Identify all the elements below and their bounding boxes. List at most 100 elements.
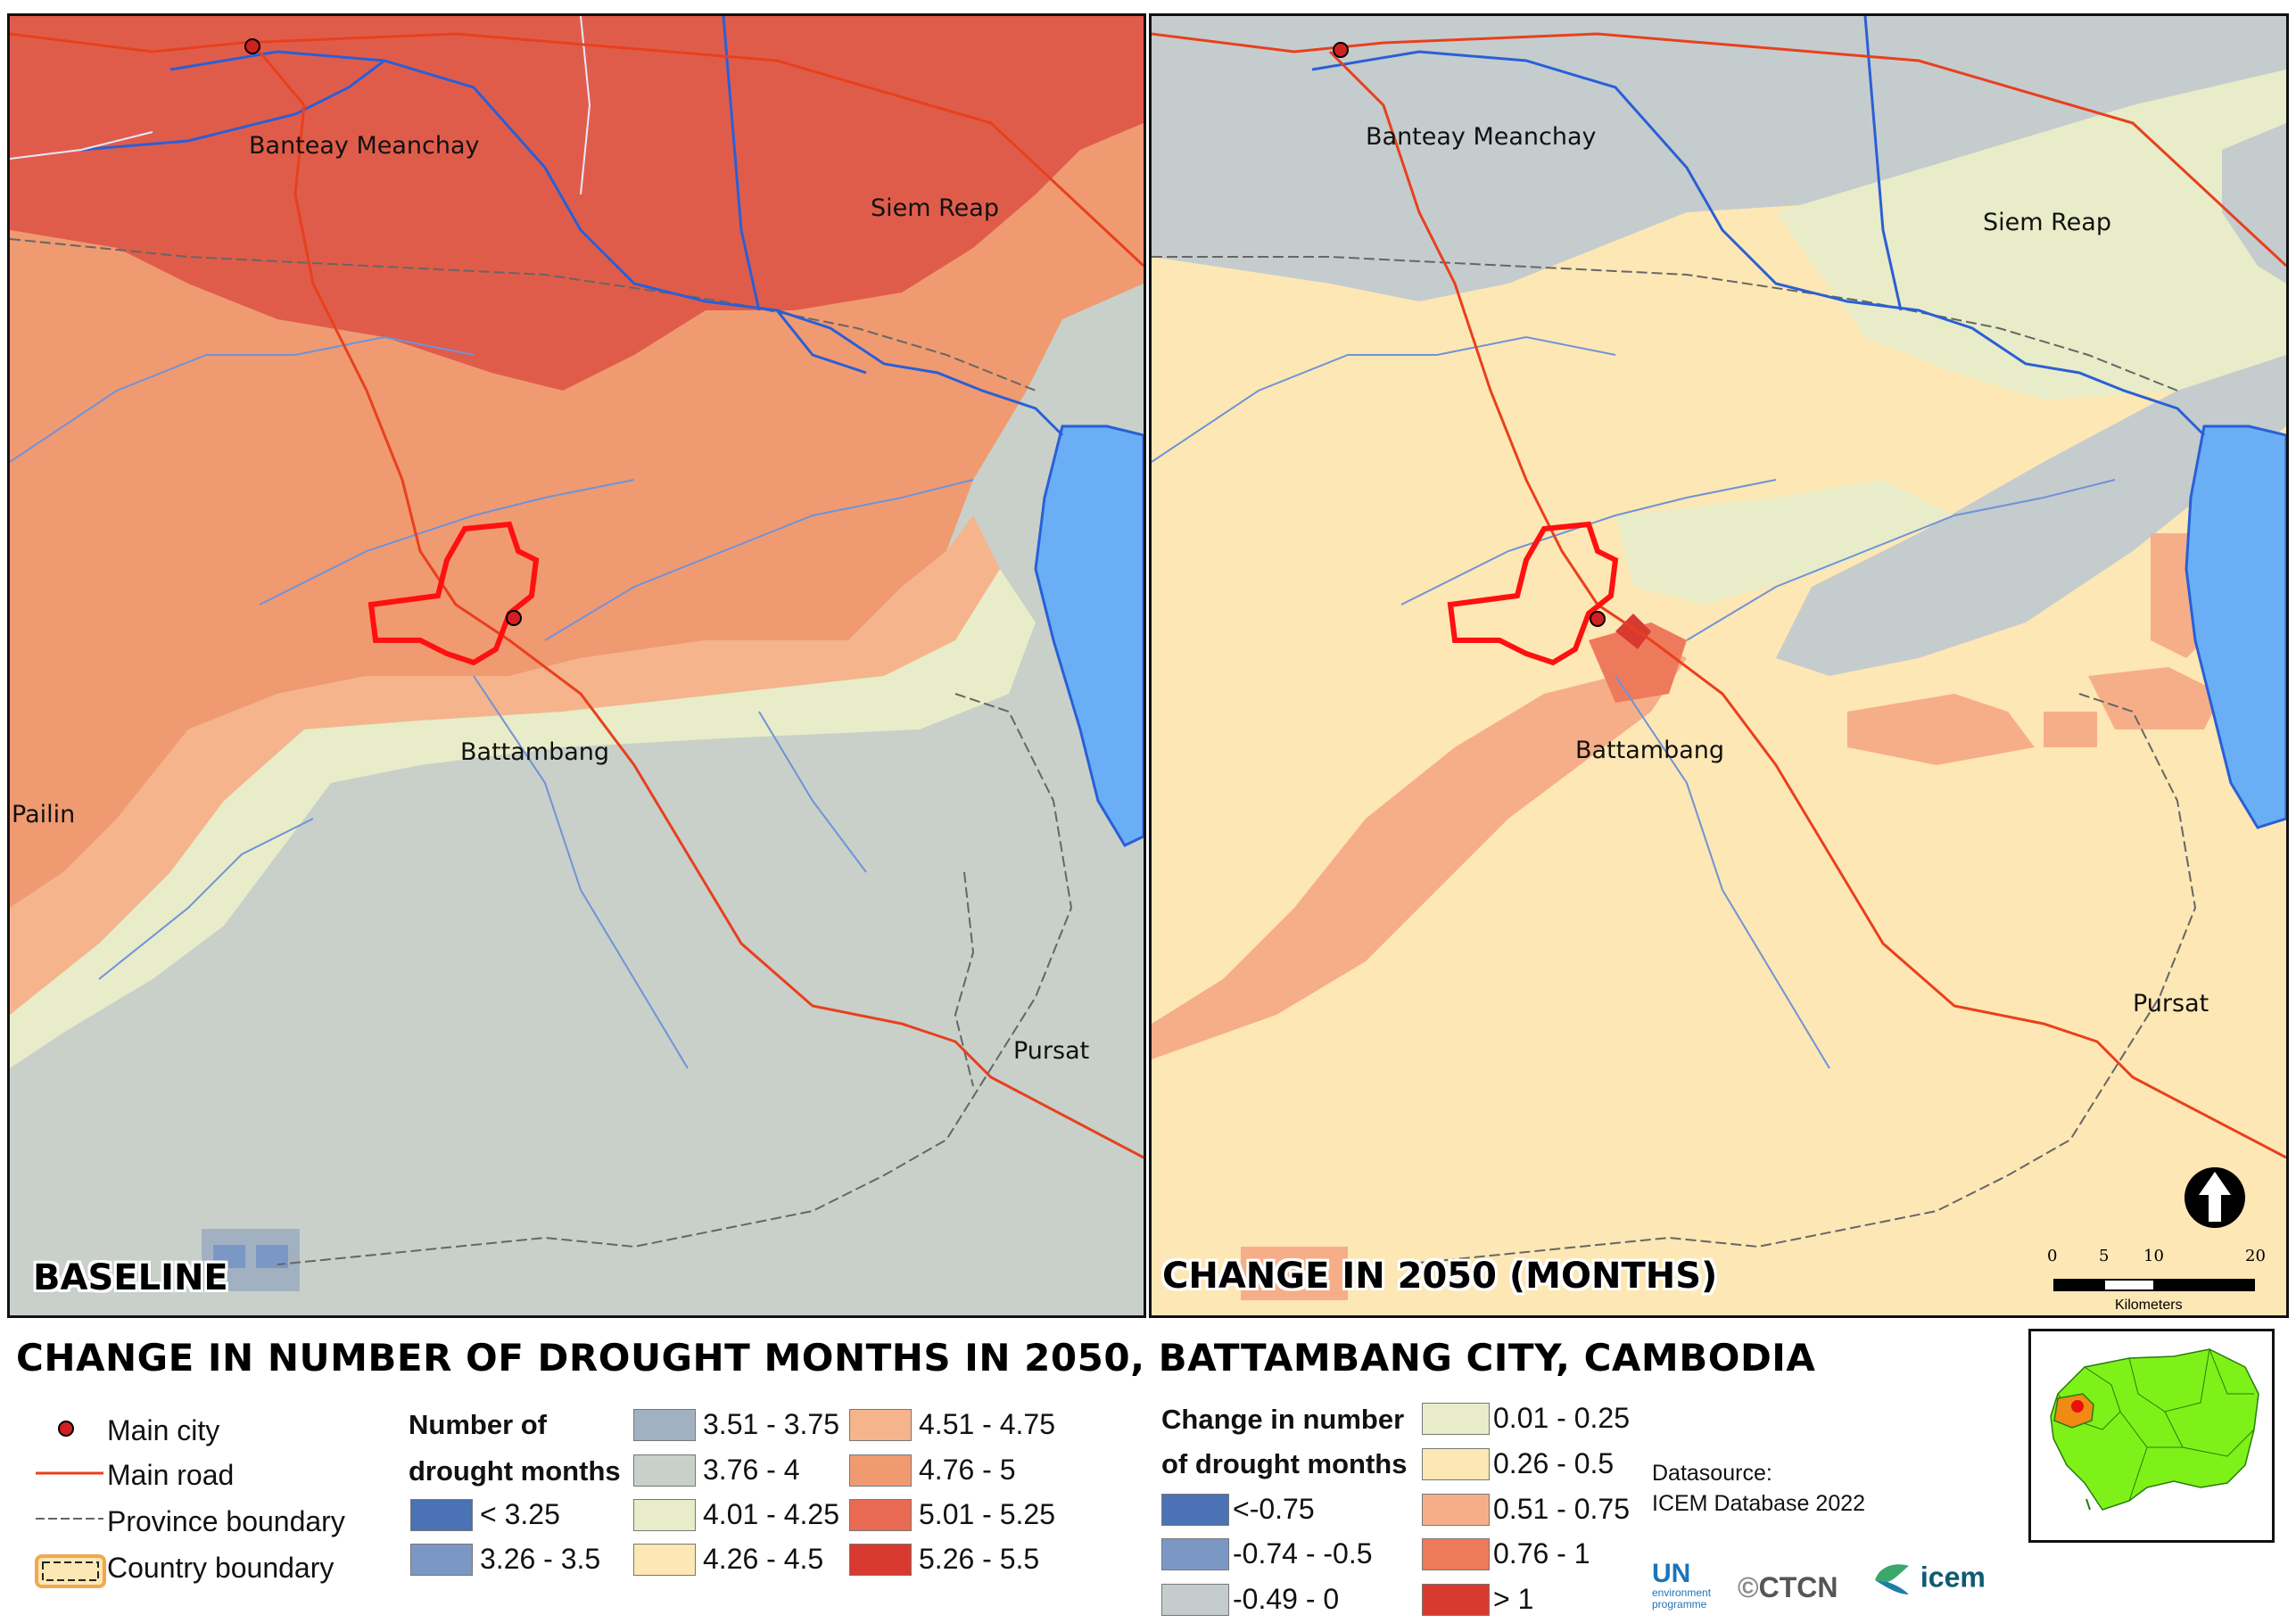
label-4-51-4-75: 4.51 - 4.75 (919, 1408, 1055, 1440)
swatch-0-01-0-25 (1422, 1403, 1490, 1435)
label-3-76-4: 3.76 - 4 (703, 1454, 800, 1486)
dashed-line-icon (36, 1518, 103, 1520)
north-arrow-icon (2185, 1167, 2245, 1228)
class-zone-neg-0-49-0 (1152, 16, 2286, 301)
tonle-sap-lake (2185, 424, 2286, 829)
class-zone-4-51-4-75 (10, 515, 1000, 1015)
label-pursat: Pursat (1013, 1037, 1090, 1065)
city-dot-icon (2071, 1400, 2084, 1413)
icem-logo-text: icem (1920, 1561, 1986, 1594)
swatch-0-51-0-75 (1422, 1494, 1490, 1526)
label-3-51-3-75: 3.51 - 3.75 (703, 1408, 839, 1440)
class-zone-4-01-4-25 (10, 569, 1036, 1068)
cambodia-locator-canvas (2050, 1348, 2259, 1511)
scale-tick-5: 5 (2099, 1247, 2110, 1265)
battambang-city-outline (368, 521, 540, 666)
class-zone-0-01-0-25 (1776, 70, 2286, 400)
swatch-lt-3-25 (410, 1499, 473, 1531)
province-boundary (1152, 256, 2178, 391)
baseline-map-canvas (10, 16, 1144, 1315)
label-neg-0-49-0: -0.49 - 0 (1233, 1583, 1340, 1615)
scale-tick-10: 10 (2143, 1247, 2164, 1265)
city-dot-icon (58, 1421, 74, 1437)
label-4-26-4-5: 4.26 - 4.5 (703, 1543, 824, 1575)
legend-main-city: Main city (107, 1414, 220, 1446)
swatch-4-76-5 (849, 1454, 912, 1487)
city-dot-icon[interactable] (1333, 42, 1349, 58)
label-4-01-4-25: 4.01 - 4.25 (703, 1498, 839, 1530)
class-zone-0-76-1 (1589, 622, 1687, 703)
un-environment-logo: UN environment programme (1652, 1561, 1711, 1611)
ctcn-c-icon: © (1738, 1571, 1759, 1603)
swatch-3-76-4 (633, 1454, 696, 1487)
panel-title-baseline: BASELINE (33, 1257, 228, 1298)
label-0-51-0-75: 0.51 - 0.75 (1493, 1493, 1630, 1525)
city-dot-icon[interactable] (1590, 611, 1606, 627)
city-dot-icon[interactable] (244, 38, 260, 54)
province-boundary (10, 238, 1037, 391)
panel-title-change: CHANGE IN 2050 (MONTHS) (1162, 1256, 1718, 1297)
map-title: CHANGE IN NUMBER OF DROUGHT MONTHS IN 20… (16, 1336, 1816, 1380)
main-road (10, 32, 1144, 268)
datasource-label: Datasource: (1652, 1461, 1772, 1486)
swatch-4-51-4-75 (849, 1409, 912, 1441)
baseline-legend-heading-1: Number of (409, 1409, 547, 1440)
swatch-5-01-5-25 (849, 1499, 912, 1531)
class-zone-3-26-3-5 (213, 1245, 245, 1268)
ctcn-logo: ©CTCN (1738, 1571, 1838, 1604)
label-lt-neg-0-75: <-0.75 (1233, 1493, 1315, 1525)
baseline-map[interactable]: Banteay Meanchay Siem Reap Battambang Pa… (7, 13, 1146, 1318)
swatch-neg-0-49-0 (1161, 1584, 1229, 1616)
scale-bar (2053, 1279, 2255, 1291)
label-siem-reap: Siem Reap (871, 194, 999, 222)
ctcn-logo-text: CTCN (1758, 1571, 1838, 1603)
swatch-4-01-4-25 (633, 1499, 696, 1531)
label-5-26-5-5: 5.26 - 5.5 (919, 1543, 1040, 1575)
legend-main-road: Main road (107, 1459, 235, 1491)
road-line-icon (36, 1471, 103, 1475)
tonle-sap-lake (1034, 424, 1144, 847)
swatch-neg-0-74-neg-0-5 (1161, 1538, 1229, 1570)
swatch-0-76-1 (1422, 1538, 1490, 1570)
icem-leaf-icon (1875, 1564, 1909, 1594)
label-banteay-meanchay: Banteay Meanchay (1366, 123, 1597, 151)
river (80, 59, 385, 152)
main-road (1152, 32, 2286, 268)
icem-logo: icem (1871, 1559, 1986, 1600)
label-0-76-1: 0.76 - 1 (1493, 1537, 1590, 1569)
swatch-lt-neg-0-75 (1161, 1494, 1229, 1526)
un-logo-sub2: programme (1652, 1598, 1707, 1611)
label-neg-0-74-neg-0-5: -0.74 - -0.5 (1233, 1537, 1373, 1569)
swatch-0-26-0-5 (1422, 1448, 1490, 1480)
change-legend-heading-1: Change in number (1161, 1404, 1405, 1435)
label-gt-1: > 1 (1493, 1583, 1534, 1615)
boundary-box-icon (35, 1554, 106, 1588)
scale-tick-0: 0 (2047, 1247, 2058, 1265)
label-battambang: Battambang (460, 738, 610, 766)
datasource-value: ICEM Database 2022 (1652, 1491, 1866, 1516)
label-5-01-5-25: 5.01 - 5.25 (919, 1498, 1055, 1530)
label-battambang: Battambang (1575, 737, 1725, 764)
change-map-canvas (1152, 16, 2286, 1315)
scale-unit: Kilometers (2115, 1298, 2183, 1313)
battambang-city-outline (1447, 521, 1619, 666)
label-banteay-meanchay: Banteay Meanchay (249, 132, 480, 160)
city-dot-icon[interactable] (506, 610, 522, 626)
legend-country-boundary: Country boundary (107, 1552, 334, 1584)
label-pailin: Pailin (12, 801, 76, 828)
class-zone-5-01-5-25 (10, 16, 1144, 391)
swatch-3-51-3-75 (633, 1409, 696, 1441)
label-pursat: Pursat (2133, 990, 2209, 1017)
river (1311, 50, 2206, 437)
label-0-01-0-25: 0.01 - 0.25 (1493, 1402, 1630, 1434)
swatch-3-26-3-5 (410, 1544, 473, 1576)
swatch-5-26-5-5 (849, 1544, 912, 1576)
legend-province-boundary: Province boundary (107, 1505, 345, 1537)
cambodia-locator-map (2028, 1329, 2275, 1543)
un-logo-sub1: environment (1652, 1586, 1712, 1599)
class-zone-0-51-0-75 (1152, 640, 1687, 1059)
scale-tick-20: 20 (2245, 1247, 2266, 1265)
label-0-26-0-5: 0.26 - 0.5 (1493, 1447, 1615, 1479)
change-map[interactable]: Banteay Meanchay Siem Reap Battambang Pu… (1149, 13, 2289, 1318)
un-logo-text: UN (1652, 1559, 1691, 1588)
